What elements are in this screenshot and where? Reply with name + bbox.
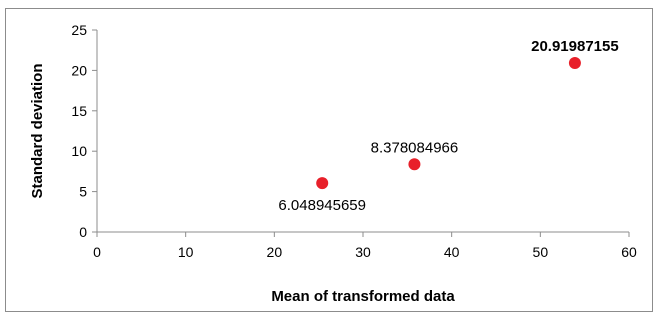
x-tick-label: 0 [93, 244, 101, 260]
data-labels: 6.048945659 8.378084966 20.91987155 [278, 38, 618, 214]
y-axis-title: Standard deviation [29, 63, 46, 198]
data-label: 8.378084966 [371, 139, 459, 156]
y-tick-label: 15 [71, 103, 87, 119]
y-tick-label: 20 [71, 62, 87, 78]
x-axis: 0 10 20 30 40 50 60 [93, 231, 637, 260]
data-point [316, 177, 329, 190]
y-tick-label: 5 [79, 184, 87, 200]
y-tick-label: 10 [71, 143, 87, 159]
x-axis-title: Mean of transformed data [271, 288, 455, 305]
x-tick-label: 40 [444, 244, 460, 260]
x-tick-label: 50 [533, 244, 549, 260]
y-tick-label: 25 [71, 22, 87, 38]
y-tick-label: 0 [79, 224, 87, 240]
data-label: 20.91987155 [531, 38, 619, 55]
y-axis: 0 5 10 15 20 25 [71, 22, 98, 240]
x-tick-label: 60 [621, 244, 637, 260]
data-point [408, 158, 421, 171]
x-tick-label: 30 [355, 244, 371, 260]
data-points [316, 56, 581, 190]
data-label: 6.048945659 [278, 197, 366, 214]
data-point [568, 56, 581, 69]
x-tick-label: 20 [267, 244, 283, 260]
chart-frame [5, 8, 653, 312]
x-tick-label: 10 [178, 244, 194, 260]
